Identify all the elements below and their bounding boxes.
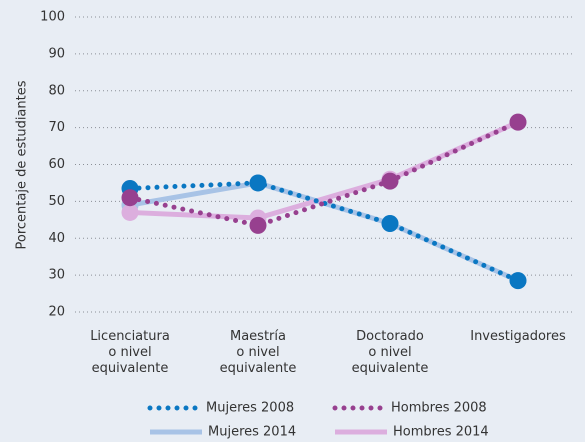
- series-line: [127, 180, 521, 284]
- y-tick-label: 20: [48, 305, 65, 320]
- legend-label: Mujeres 2014: [208, 425, 296, 440]
- y-tick-label: 50: [48, 194, 65, 209]
- x-tick-label: Licenciatura o nivel equivalente: [90, 329, 170, 376]
- marker: [381, 172, 399, 190]
- series-line: [127, 119, 521, 228]
- marker: [121, 203, 139, 221]
- y-tick-label: 40: [48, 231, 65, 246]
- y-tick-label: 30: [48, 268, 65, 283]
- marker: [249, 174, 267, 192]
- x-tick-label: Maestría o nivel equivalente: [220, 329, 297, 376]
- marker: [381, 215, 399, 232]
- legend-label: Hombres 2008: [391, 401, 487, 416]
- y-axis-label: Porcentaje de estudiantes: [15, 80, 30, 249]
- marker: [509, 272, 527, 290]
- y-tick-label: 80: [48, 83, 65, 98]
- y-tick-label: 70: [48, 120, 65, 135]
- x-tick-label: Investigadores: [470, 329, 566, 344]
- marker: [249, 216, 267, 234]
- legend-label: Hombres 2014: [393, 425, 489, 440]
- legend-label: Mujeres 2008: [206, 401, 294, 416]
- marker: [509, 113, 527, 131]
- y-tick-label: 100: [40, 10, 65, 25]
- y-tick-label: 90: [48, 46, 65, 61]
- y-tick-label: 60: [48, 157, 65, 172]
- x-tick-label: Doctorado o nivel equivalente: [352, 329, 429, 376]
- marker: [121, 189, 139, 207]
